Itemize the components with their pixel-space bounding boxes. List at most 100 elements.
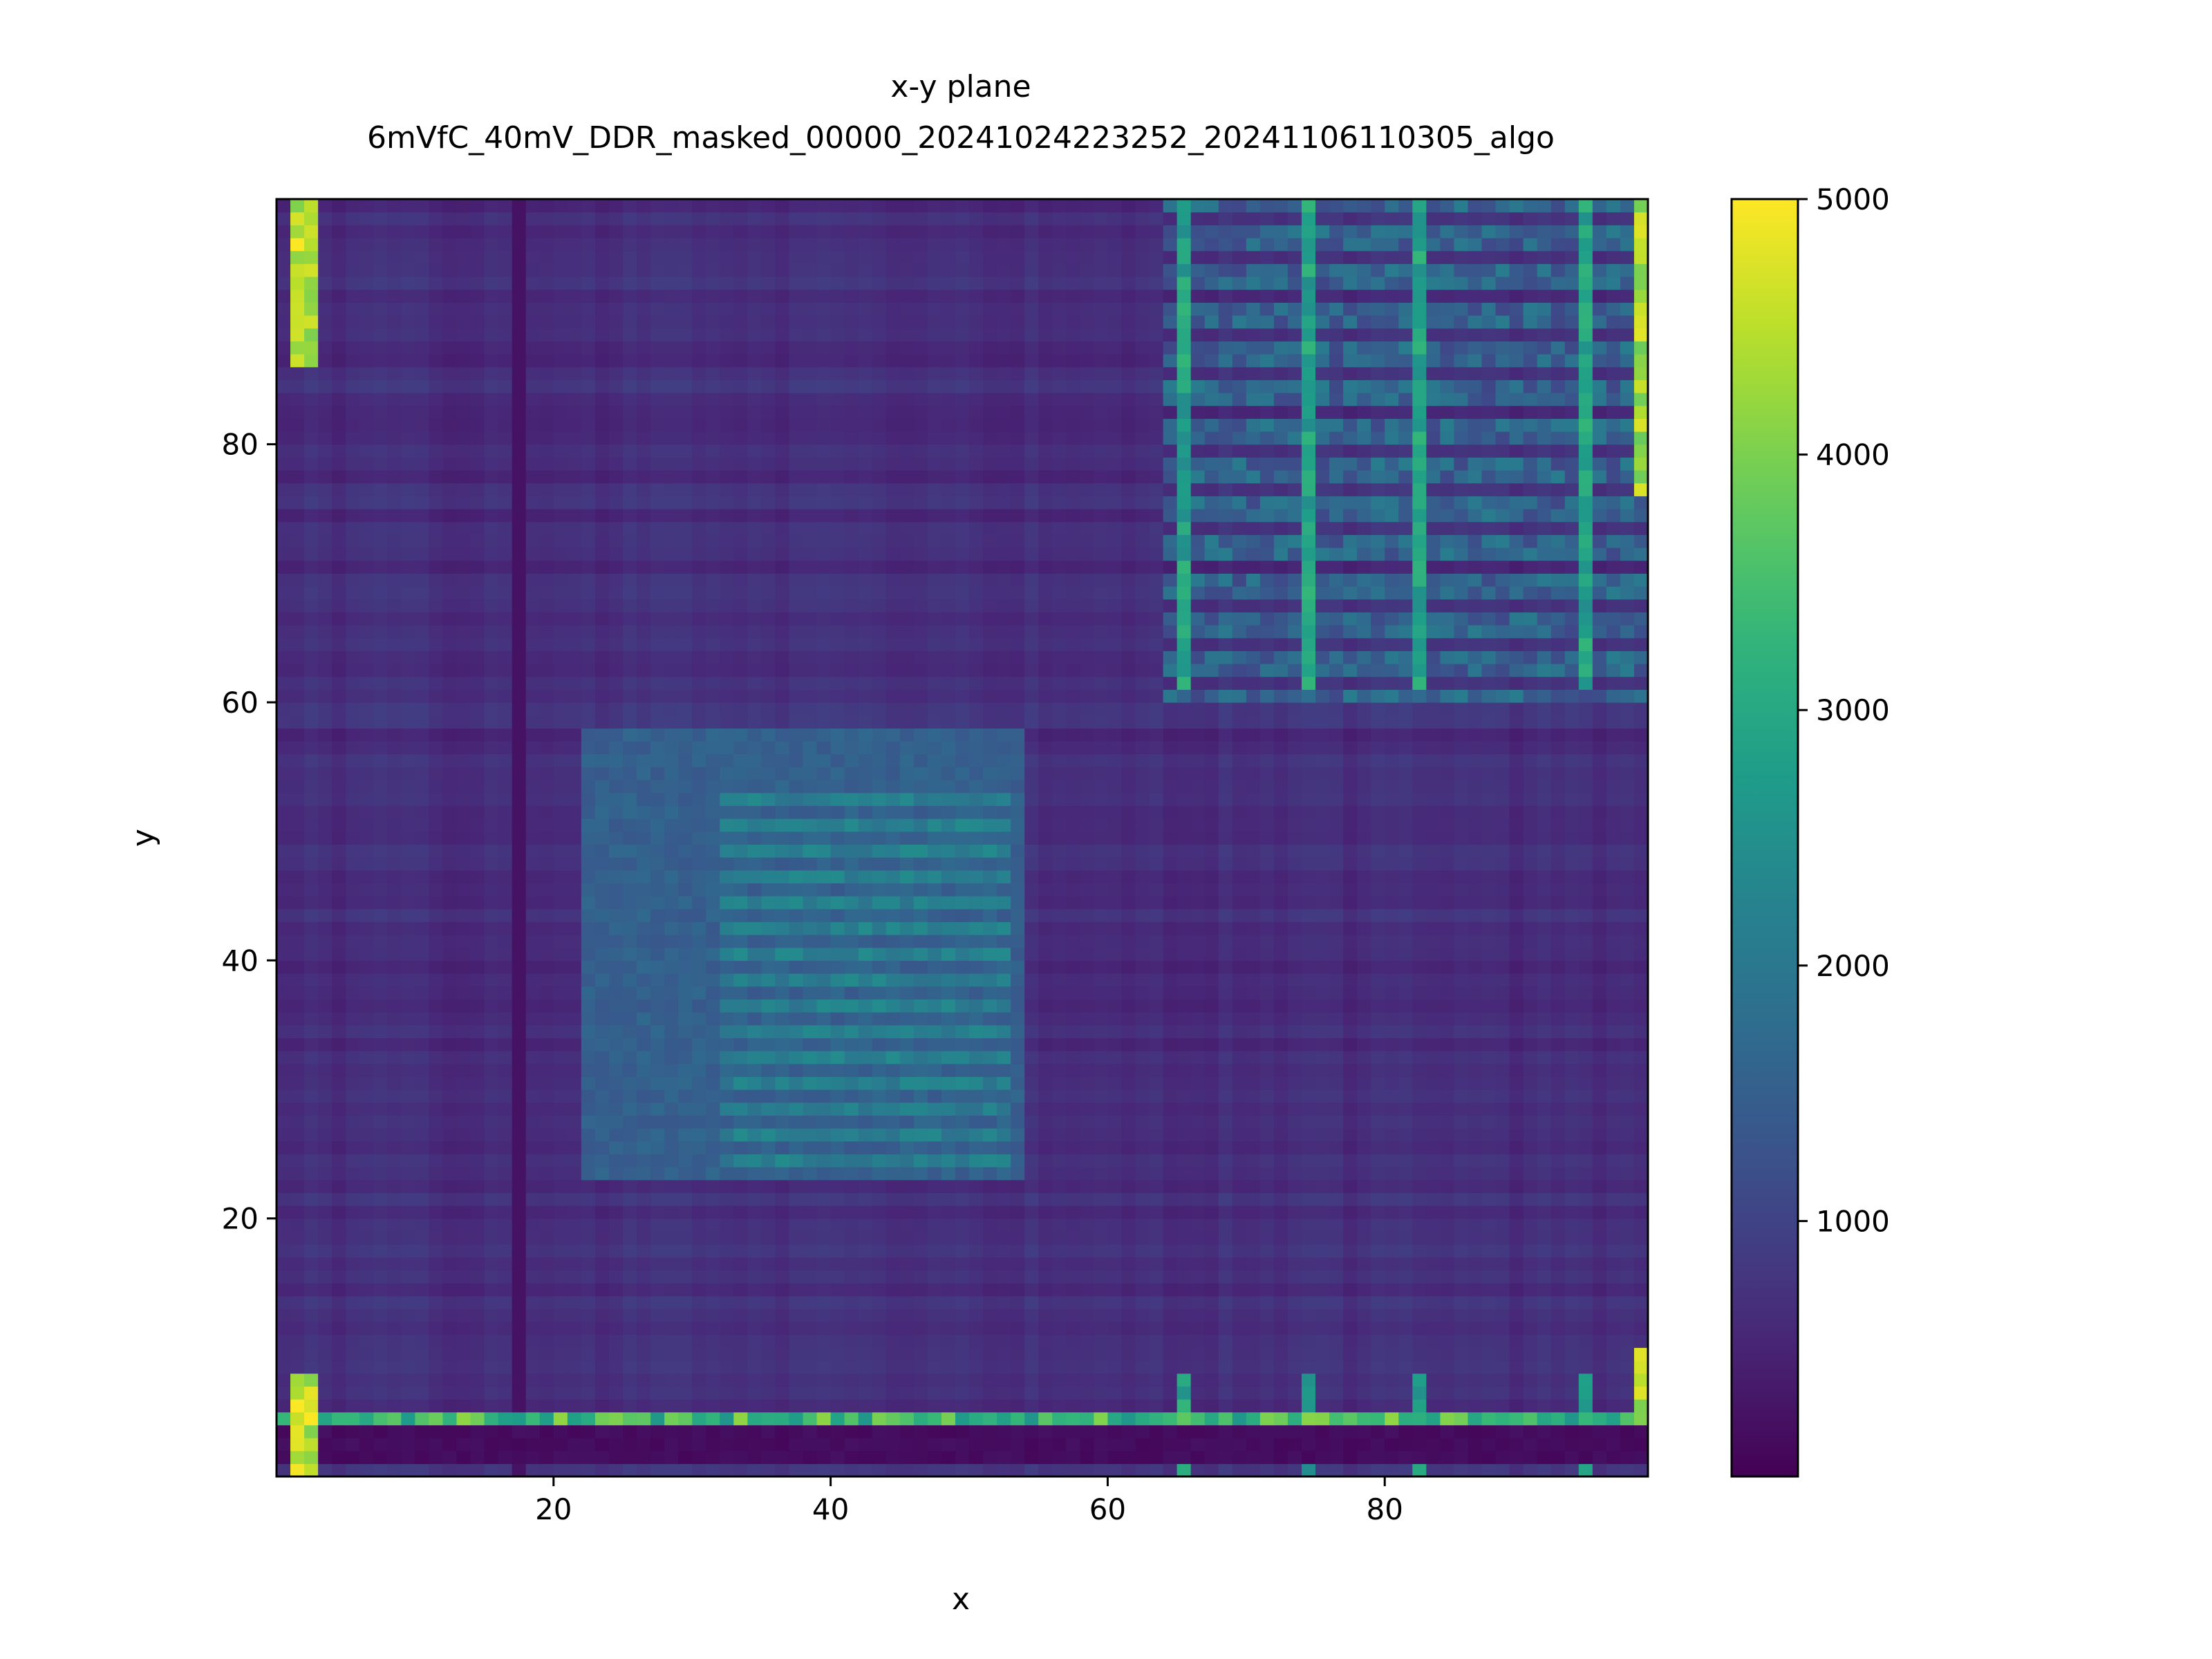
heatmap-cell bbox=[456, 1038, 471, 1051]
heatmap-cell bbox=[899, 960, 915, 974]
heatmap-cell bbox=[733, 1322, 748, 1335]
heatmap-cell bbox=[761, 1089, 776, 1103]
heatmap-cell bbox=[1315, 1012, 1330, 1026]
heatmap-cell bbox=[1135, 1360, 1150, 1374]
heatmap-cell bbox=[1190, 1270, 1206, 1284]
heatmap-cell bbox=[1301, 1425, 1316, 1438]
heatmap-cell bbox=[415, 870, 430, 883]
heatmap-cell bbox=[1343, 1295, 1358, 1309]
heatmap-cell bbox=[539, 1038, 554, 1051]
heatmap-cell bbox=[885, 870, 901, 883]
heatmap-cell bbox=[872, 1373, 887, 1387]
heatmap-cell bbox=[1537, 1322, 1552, 1335]
heatmap-cell bbox=[1357, 1038, 1371, 1051]
heatmap-cell bbox=[678, 1463, 693, 1477]
heatmap-cell bbox=[332, 1128, 346, 1142]
heatmap-cell bbox=[1218, 1063, 1233, 1077]
heatmap-cell bbox=[1537, 1128, 1552, 1142]
heatmap-cell bbox=[1592, 1089, 1607, 1103]
heatmap-cell bbox=[373, 857, 388, 871]
heatmap-cell bbox=[720, 1115, 734, 1129]
heatmap-cell bbox=[789, 1206, 804, 1219]
heatmap-cell bbox=[1592, 870, 1607, 883]
heatmap-cell bbox=[706, 1399, 720, 1413]
heatmap-cell bbox=[387, 1425, 402, 1438]
heatmap-cell bbox=[997, 1206, 1011, 1219]
heatmap-cell bbox=[332, 896, 346, 910]
heatmap-cell bbox=[1232, 1425, 1247, 1438]
heatmap-cell bbox=[525, 1399, 541, 1413]
heatmap-cell bbox=[1550, 1012, 1566, 1026]
heatmap-cell bbox=[1149, 1128, 1164, 1142]
heatmap-cell bbox=[1385, 1450, 1399, 1464]
heatmap-cell bbox=[567, 1386, 582, 1400]
heatmap-cell bbox=[1121, 908, 1136, 922]
heatmap-cell bbox=[1509, 1334, 1524, 1348]
heatmap-cell bbox=[623, 1386, 637, 1400]
heatmap-cell bbox=[332, 1386, 346, 1400]
heatmap-cell bbox=[706, 1450, 720, 1464]
heatmap-cell bbox=[816, 883, 832, 897]
heatmap-cell bbox=[1011, 1438, 1025, 1452]
heatmap-cell bbox=[1578, 1063, 1593, 1077]
heatmap-cell bbox=[692, 1270, 706, 1284]
heatmap-cell bbox=[733, 1244, 748, 1258]
heatmap-cell bbox=[429, 1295, 444, 1309]
heatmap-cell bbox=[442, 1322, 458, 1335]
heatmap-cell bbox=[623, 1257, 637, 1271]
heatmap-cell bbox=[1218, 1360, 1233, 1374]
heatmap-cell bbox=[429, 1309, 444, 1322]
heatmap-cell bbox=[1163, 1438, 1178, 1452]
heatmap-cell bbox=[332, 1179, 346, 1193]
heatmap-cell bbox=[456, 1309, 471, 1322]
heatmap-cell bbox=[318, 1012, 332, 1026]
heatmap-cell bbox=[1273, 1322, 1288, 1335]
heatmap-cell bbox=[429, 999, 444, 1013]
heatmap-cell bbox=[650, 896, 665, 910]
heatmap-cell bbox=[1357, 1450, 1371, 1464]
heatmap-cell bbox=[816, 1179, 832, 1193]
heatmap-cell bbox=[567, 1179, 582, 1193]
heatmap-cell bbox=[1052, 1257, 1067, 1271]
heatmap-cell bbox=[346, 1115, 360, 1129]
heatmap-cell bbox=[373, 1154, 388, 1168]
heatmap-cell bbox=[1578, 1128, 1593, 1142]
heatmap-cell bbox=[1329, 1257, 1344, 1271]
heatmap-cell bbox=[1080, 1154, 1094, 1168]
heatmap-cell bbox=[650, 999, 665, 1013]
heatmap-cell bbox=[761, 818, 776, 832]
heatmap-cell bbox=[1481, 857, 1497, 871]
heatmap-cell bbox=[1094, 1051, 1109, 1065]
heatmap-cell bbox=[1606, 883, 1621, 897]
heatmap-cell bbox=[594, 1154, 610, 1168]
heatmap-cell bbox=[1149, 947, 1164, 961]
heatmap-cell bbox=[969, 1322, 984, 1335]
heatmap-cell bbox=[1385, 1141, 1399, 1154]
heatmap-cell bbox=[359, 908, 374, 922]
heatmap-cell bbox=[941, 1373, 956, 1387]
heatmap-cell bbox=[789, 1179, 804, 1193]
heatmap-cell bbox=[1038, 1347, 1053, 1361]
heatmap-cell bbox=[913, 1257, 928, 1271]
heatmap-cell bbox=[733, 1051, 748, 1065]
heatmap-cell bbox=[1550, 1115, 1566, 1129]
heatmap-cell bbox=[594, 960, 610, 974]
heatmap-cell bbox=[1259, 1334, 1275, 1348]
heatmap-cell bbox=[318, 986, 332, 1000]
heatmap-cell bbox=[858, 1192, 873, 1206]
heatmap-cell bbox=[941, 1283, 956, 1297]
heatmap-cell bbox=[1357, 1425, 1371, 1438]
heatmap-cell bbox=[1343, 1012, 1358, 1026]
heatmap-cell bbox=[498, 896, 513, 910]
heatmap-cell bbox=[539, 1425, 554, 1438]
heatmap-cell bbox=[387, 1270, 402, 1284]
heatmap-cell bbox=[733, 1141, 748, 1154]
heatmap-cell bbox=[1024, 1206, 1039, 1219]
heatmap-cell bbox=[1287, 947, 1302, 961]
heatmap-cell bbox=[567, 947, 582, 961]
heatmap-cell bbox=[858, 844, 873, 858]
heatmap-cell bbox=[969, 870, 984, 883]
heatmap-cell bbox=[1633, 921, 1649, 935]
heatmap-cell bbox=[594, 844, 610, 858]
heatmap-cell bbox=[997, 896, 1011, 910]
